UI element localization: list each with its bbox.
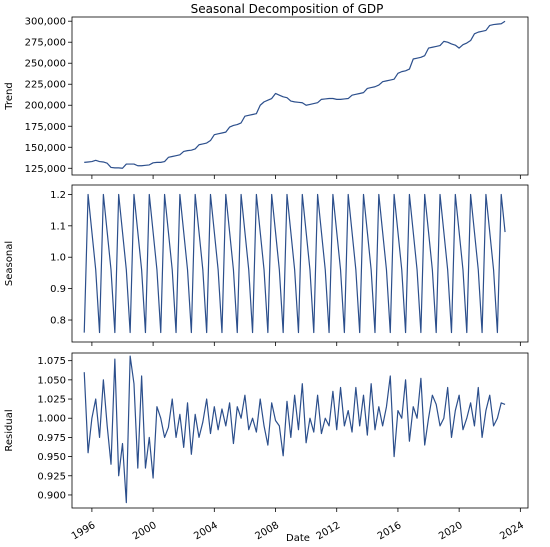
panels: 125,000 150,000 175,000 200,000 225,000 250,0… — [4, 16, 529, 542]
y-tick-label: 0.9 — [50, 284, 66, 295]
y-tick-label: 125,000 — [25, 164, 66, 175]
y-tick-label: 0.8 — [50, 316, 66, 327]
y-tick-label: 300,000 — [25, 17, 66, 28]
axes-frame — [71, 16, 529, 176]
y-axis-label: Seasonal — [4, 241, 15, 286]
axes-frame — [71, 184, 529, 343]
y-tick-label: 0.950 — [37, 452, 66, 463]
y-tick-label: 1.0 — [50, 253, 66, 264]
axes-frame — [71, 352, 529, 509]
y-tick-label: 200,000 — [25, 101, 66, 112]
y-tick-label: 1.075 — [37, 356, 66, 367]
y-tick-label: 175,000 — [25, 122, 66, 133]
y-tick-label: 1.050 — [37, 375, 66, 386]
y-tick-label: 1.2 — [50, 190, 66, 201]
y-axis-label: Trend — [4, 82, 15, 110]
y-tick-label: 250,000 — [25, 59, 66, 70]
x-axis-label: Date — [286, 533, 310, 544]
y-tick-label: 0.975 — [37, 433, 66, 444]
y-tick-label: 1.000 — [37, 414, 66, 425]
series-line — [83, 355, 506, 504]
series-line — [83, 193, 506, 334]
panel-2: 0.8 0.9 1.0 1.1 1.2 Seasonal — [4, 184, 529, 346]
y-tick-label: 0.925 — [37, 471, 66, 482]
y-tick-label: 1.1 — [50, 221, 66, 232]
y-tick-label: 225,000 — [25, 80, 66, 91]
panel-1: 125,000 150,000 175,000 200,000 225,000 250,0… — [4, 16, 529, 179]
y-tick-label: 150,000 — [25, 143, 66, 154]
y-axis-label: Residual — [4, 409, 15, 451]
y-tick-label: 1.025 — [37, 395, 66, 406]
y-tick-label: 0.900 — [37, 490, 66, 501]
series-line — [84, 20, 506, 169]
y-tick-label: 275,000 — [25, 38, 66, 49]
figure-title: Seasonal Decomposition of GDP — [191, 2, 384, 16]
